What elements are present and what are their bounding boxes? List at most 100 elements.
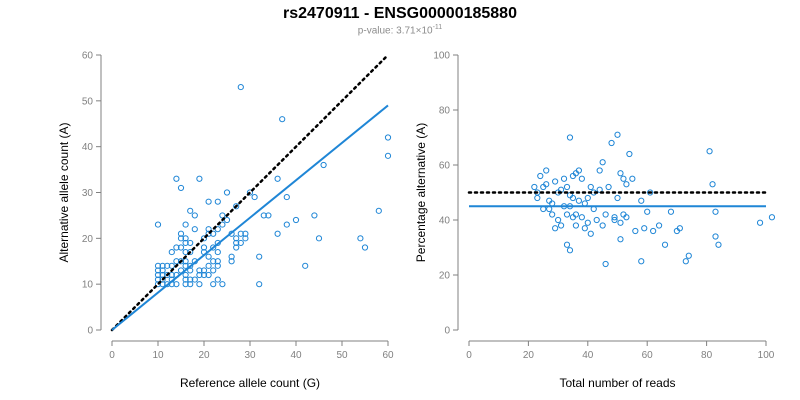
- y-tick-label: 30: [82, 188, 94, 199]
- chart-title: rs2470911 - ENSG00000185880: [283, 5, 517, 22]
- data-point: [581, 225, 588, 232]
- data-point: [575, 197, 582, 204]
- data-point: [531, 183, 538, 191]
- data-point: [219, 281, 226, 288]
- data-point: [154, 281, 162, 288]
- data-point: [191, 226, 198, 233]
- data-point: [357, 235, 364, 242]
- data-point: [191, 276, 198, 283]
- data-point: [641, 225, 648, 232]
- x-axis: 0 10 20 30 40 50 60: [109, 340, 394, 361]
- data-point: [596, 167, 603, 174]
- x-axis-label: Total number of reads: [559, 376, 675, 390]
- data-point: [283, 221, 290, 228]
- y-axis-label: Percentage alternative (A): [414, 123, 428, 262]
- data-point: [605, 183, 612, 191]
- data-point: [623, 181, 630, 188]
- data-point: [311, 212, 318, 219]
- x-axis-label: Reference allele count (G): [180, 376, 320, 390]
- data-point: [626, 150, 633, 158]
- data-point: [611, 216, 618, 224]
- y-tick-label: 40: [82, 142, 94, 153]
- x-tick-label: 40: [290, 350, 302, 361]
- data-point: [233, 203, 240, 210]
- x-tick-label: 0: [109, 350, 115, 361]
- data-point: [177, 244, 185, 251]
- data-point: [173, 258, 180, 265]
- y-tick-label: 60: [82, 51, 94, 62]
- data-point: [534, 194, 541, 202]
- data-point: [246, 189, 254, 196]
- data-point: [584, 219, 591, 226]
- y-tick-label: 20: [439, 271, 451, 282]
- data-point: [159, 276, 166, 283]
- data-point: [154, 262, 162, 269]
- data-point: [159, 262, 166, 269]
- data-point: [182, 271, 189, 279]
- data-point: [596, 186, 603, 193]
- data-point: [210, 244, 217, 251]
- data-point: [233, 235, 240, 242]
- data-point: [237, 83, 244, 91]
- data-point: [549, 211, 556, 218]
- x-tick-label: 40: [582, 350, 594, 361]
- data-point: [644, 208, 651, 215]
- data-point: [182, 262, 189, 269]
- pvalue-subtitle: p-value: 3.71×10-11: [0, 24, 800, 36]
- data-point: [214, 258, 221, 265]
- data-point: [177, 184, 185, 192]
- data-point: [384, 134, 392, 141]
- data-point: [632, 227, 639, 235]
- data-point: [572, 211, 580, 218]
- data-point: [228, 258, 235, 265]
- data-point: [617, 170, 624, 177]
- data-point: [159, 271, 166, 279]
- panel-2: 0 20 40 60 80 100 0 20 40 60 80 100 Total number of …: [414, 51, 776, 390]
- y-tick-label: 40: [439, 216, 451, 227]
- y-axis-label: Alternative allele count (A): [57, 122, 71, 262]
- data-point: [292, 216, 300, 224]
- data-point: [578, 175, 585, 182]
- data-point: [159, 267, 166, 274]
- data-point: [168, 248, 175, 256]
- y-tick-label: 10: [82, 280, 94, 291]
- data-point: [182, 281, 189, 288]
- data-point: [315, 235, 323, 242]
- data-point: [543, 167, 550, 174]
- data-point: [552, 178, 559, 185]
- data-point: [620, 175, 627, 182]
- data-point: [638, 197, 645, 204]
- data-point: [205, 271, 212, 279]
- data-point: [569, 194, 577, 202]
- data-point: [756, 219, 764, 226]
- data-point: [214, 262, 221, 269]
- data-point: [214, 248, 221, 256]
- data-point: [196, 175, 203, 182]
- data-point: [164, 271, 171, 279]
- data-point: [196, 281, 203, 288]
- data-point: [667, 208, 675, 215]
- data-point: [233, 244, 240, 251]
- data-point: [187, 248, 194, 256]
- y-tick-label: 60: [439, 161, 451, 172]
- reference-line: [110, 53, 390, 332]
- data-point: [187, 276, 194, 283]
- data-point: [566, 247, 574, 254]
- data-point: [200, 267, 208, 274]
- data-point: [210, 281, 217, 288]
- points-series: [531, 131, 776, 268]
- data-point: [187, 262, 194, 269]
- data-point: [655, 222, 663, 229]
- data-point: [205, 230, 212, 237]
- data-point: [647, 189, 654, 196]
- data-point: [187, 207, 194, 214]
- y-tick-label: 80: [439, 106, 451, 117]
- data-point: [256, 253, 263, 260]
- data-point: [537, 172, 544, 180]
- data-point: [543, 181, 550, 188]
- data-point: [182, 276, 189, 283]
- data-point: [196, 271, 203, 279]
- data-point: [205, 226, 212, 233]
- data-point: [210, 267, 217, 274]
- points-series: [154, 83, 392, 288]
